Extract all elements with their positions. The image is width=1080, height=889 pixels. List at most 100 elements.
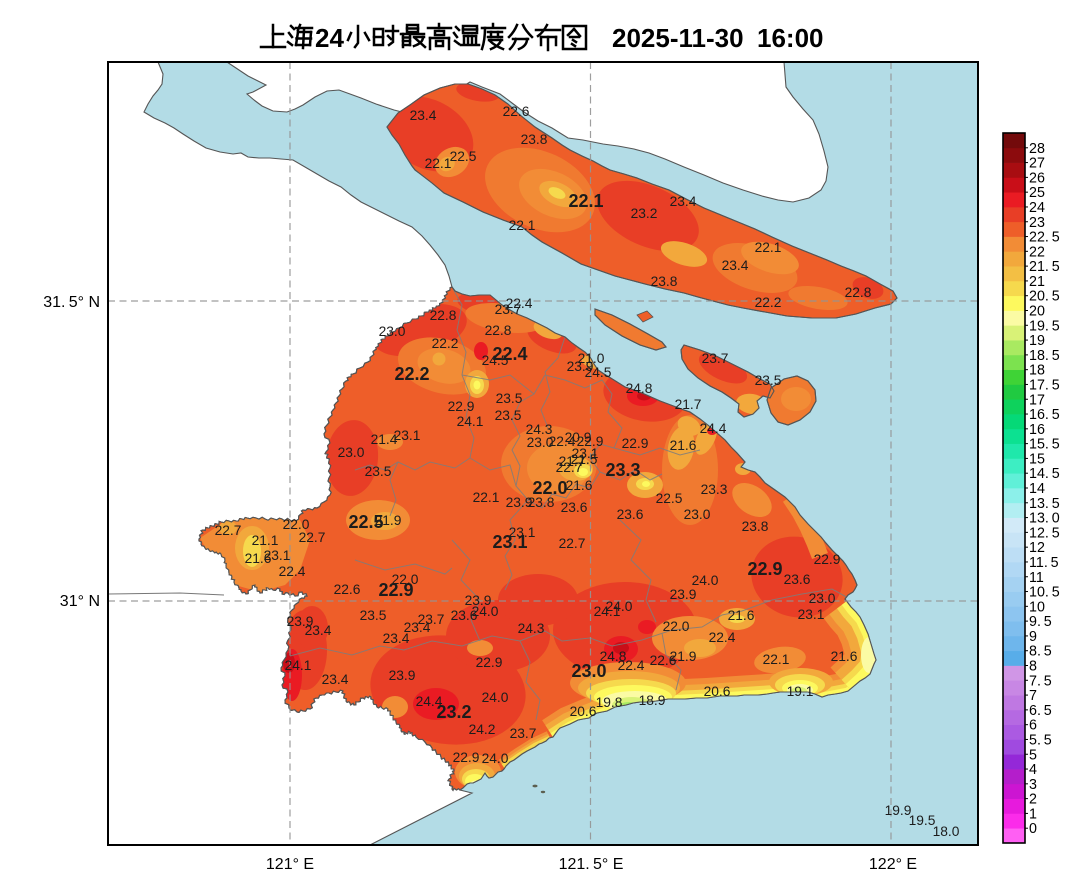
svg-text:5: 5 [1029,747,1037,763]
svg-text:22.2: 22.2 [394,364,429,384]
svg-text:22.8: 22.8 [485,323,512,338]
svg-text:23.0: 23.0 [571,661,606,681]
svg-text:23.1: 23.1 [509,525,536,540]
svg-text:23.8: 23.8 [521,132,548,147]
svg-text:24: 24 [1029,200,1045,216]
svg-text:24.0: 24.0 [606,599,633,614]
svg-text:2: 2 [1029,792,1037,808]
svg-text:22.0: 22.0 [392,572,419,587]
svg-text:18.9: 18.9 [639,693,666,708]
svg-text:12. 5: 12. 5 [1029,525,1060,541]
svg-text:21.6: 21.6 [566,478,593,493]
svg-text:13. 5: 13. 5 [1029,496,1060,512]
svg-text:22.9: 22.9 [814,552,841,567]
svg-text:7. 5: 7. 5 [1029,673,1052,689]
svg-text:22.4: 22.4 [618,658,645,673]
svg-text:10. 5: 10. 5 [1029,585,1060,601]
svg-text:22.5: 22.5 [348,512,383,532]
svg-text:24.3: 24.3 [518,621,545,636]
svg-text:23.6: 23.6 [561,500,588,515]
svg-text:23.6: 23.6 [617,507,644,522]
svg-text:24.4: 24.4 [700,421,727,436]
svg-text:22.4: 22.4 [492,344,527,364]
svg-text:23.4: 23.4 [722,258,749,273]
svg-text:26: 26 [1029,170,1045,186]
svg-text:16: 16 [1029,422,1045,438]
svg-text:22.8: 22.8 [430,308,457,323]
svg-text:20.6: 20.6 [570,704,597,719]
svg-text:21.4: 21.4 [371,432,398,447]
svg-text:19. 5: 19. 5 [1029,318,1060,334]
svg-text:24: 24 [315,23,344,53]
svg-text:23.4: 23.4 [404,620,431,635]
svg-text:9. 5: 9. 5 [1029,614,1052,630]
svg-text:20.6: 20.6 [704,684,731,699]
svg-text:19.9: 19.9 [885,803,912,818]
svg-text:21.1: 21.1 [252,533,279,548]
svg-text:23.9: 23.9 [506,495,533,510]
svg-text:23.2: 23.2 [436,702,471,722]
svg-text:23.0: 23.0 [809,591,836,606]
svg-text:7: 7 [1029,688,1037,704]
svg-text:14: 14 [1029,481,1045,497]
svg-text:23.6: 23.6 [784,572,811,587]
svg-text:23.8: 23.8 [742,519,769,534]
svg-text:22.9: 22.9 [622,436,649,451]
svg-text:16. 5: 16. 5 [1029,407,1060,423]
svg-text:18.0: 18.0 [933,824,960,839]
svg-text:23.5: 23.5 [755,373,782,388]
svg-text:23.7: 23.7 [495,302,522,317]
svg-text:22.8: 22.8 [845,285,872,300]
svg-text:22.6: 22.6 [334,582,361,597]
svg-text:22.6: 22.6 [650,653,677,668]
svg-text:22.1: 22.1 [473,490,500,505]
svg-text:19.8: 19.8 [596,695,623,710]
svg-text:18. 5: 18. 5 [1029,348,1060,364]
svg-text:22.2: 22.2 [755,295,782,310]
svg-text:21.6: 21.6 [831,649,858,664]
svg-text:22.4: 22.4 [279,564,306,579]
svg-text:23.4: 23.4 [670,194,697,209]
svg-text:20: 20 [1029,304,1045,320]
svg-text:14. 5: 14. 5 [1029,466,1060,482]
svg-text:20. 5: 20. 5 [1029,289,1060,305]
svg-text:24.1: 24.1 [285,658,312,673]
svg-text:24.8: 24.8 [600,649,627,664]
svg-text:22.7: 22.7 [559,536,586,551]
svg-text:121. 5° E: 121. 5° E [559,856,624,873]
svg-text:23.6: 23.6 [451,608,478,623]
svg-text:23.7: 23.7 [418,612,445,627]
svg-text:21. 5: 21. 5 [1029,259,1060,275]
svg-text:23.0: 23.0 [684,507,711,522]
svg-text:23.4: 23.4 [305,623,332,638]
svg-text:23.5: 23.5 [360,608,387,623]
svg-text:22.1: 22.1 [755,240,782,255]
svg-text:22.9: 22.9 [453,750,480,765]
svg-text:22.2: 22.2 [432,336,459,351]
svg-text:1: 1 [1029,806,1037,822]
svg-text:22. 5: 22. 5 [1029,230,1060,246]
svg-text:23.1: 23.1 [264,548,291,563]
svg-text:0: 0 [1029,821,1037,837]
svg-text:23.4: 23.4 [383,631,410,646]
svg-text:23.5: 23.5 [496,391,523,406]
svg-text:22.7: 22.7 [215,523,242,538]
svg-text:22.4: 22.4 [506,296,533,311]
svg-text:22.4: 22.4 [549,434,576,449]
svg-text:21.6: 21.6 [670,438,697,453]
svg-text:27: 27 [1029,156,1045,172]
svg-text:8: 8 [1029,659,1037,675]
svg-text:23.7: 23.7 [702,351,729,366]
svg-text:23.1: 23.1 [394,428,421,443]
svg-text:22.0: 22.0 [283,517,310,532]
svg-text:23.5: 23.5 [495,408,522,423]
svg-text:23.9: 23.9 [670,587,697,602]
svg-text:23.4: 23.4 [322,672,349,687]
svg-text:24.2: 24.2 [469,722,496,737]
svg-text:11: 11 [1029,570,1044,586]
svg-text:22.0: 22.0 [532,478,567,498]
svg-text:23.8: 23.8 [528,495,555,510]
svg-text:22.1: 22.1 [425,156,452,171]
svg-text:22.6: 22.6 [503,104,530,119]
svg-text:23.9: 23.9 [465,593,492,608]
